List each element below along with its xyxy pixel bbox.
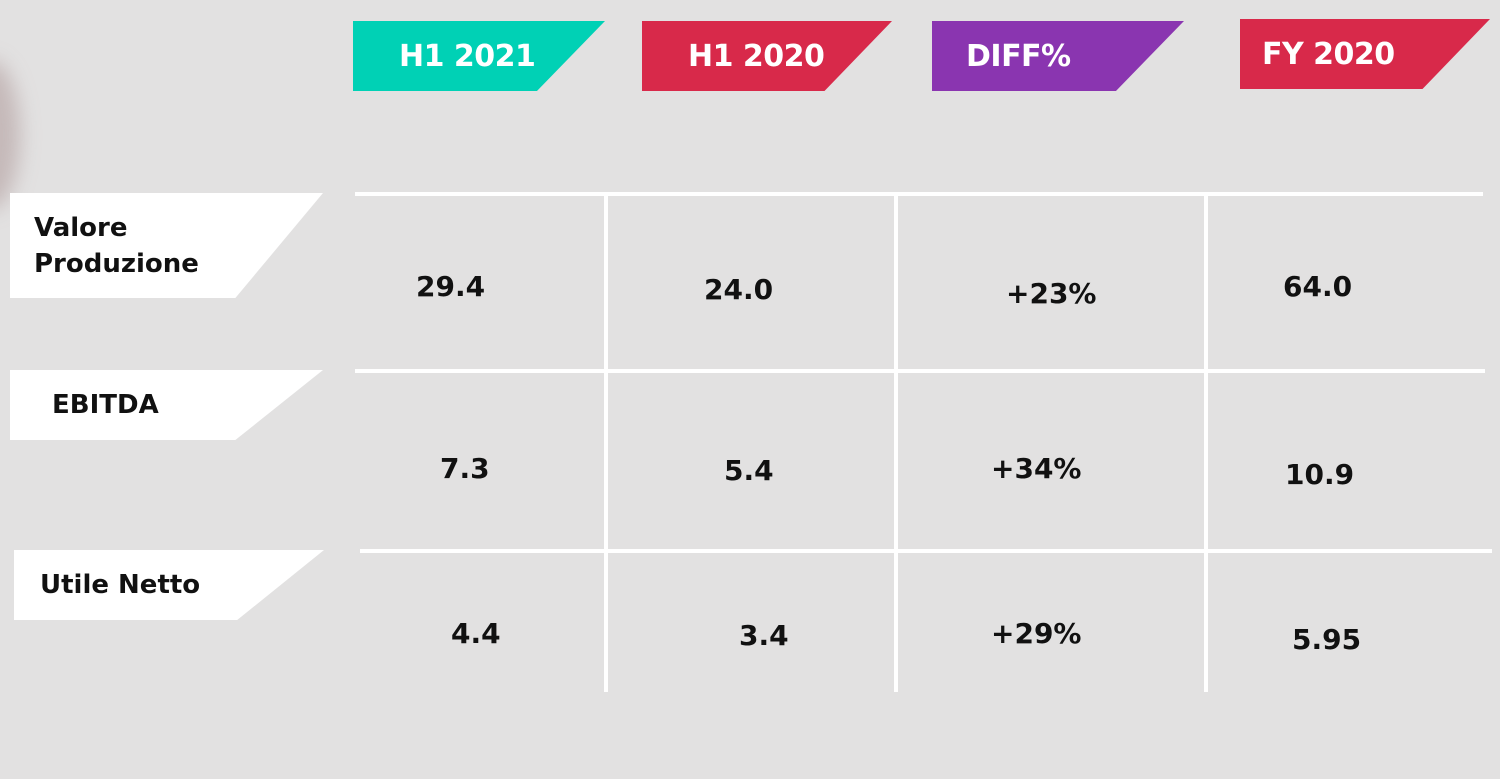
cell-valore-produzione-fy-2020: 64.0 (1283, 270, 1353, 303)
row-header-valore-produzione: Valore Produzione (10, 193, 323, 298)
cell-valore-produzione-h1-2020: 24.0 (704, 273, 774, 306)
cell-ebitda-h1-2020: 5.4 (724, 454, 774, 487)
cell-utile-netto-h1-2021: 4.4 (451, 617, 501, 650)
grid-line-middle (355, 369, 1485, 373)
column-header-diff: DIFF% (932, 21, 1184, 91)
cell-ebitda-h1-2021: 7.3 (440, 452, 490, 485)
cell-utile-netto-fy-2020: 5.95 (1292, 623, 1362, 656)
column-header-h1-2021: H1 2021 (353, 21, 605, 91)
column-header-h1-2020: H1 2020 (642, 21, 892, 91)
row-header-ebitda: EBITDA (10, 370, 323, 440)
grid-line-top (355, 192, 1483, 196)
background-decoration (0, 60, 20, 210)
cell-ebitda-fy-2020: 10.9 (1285, 458, 1355, 491)
cell-ebitda-diff: +34% (991, 452, 1082, 485)
grid-line-col-1 (604, 196, 608, 692)
cell-valore-produzione-h1-2021: 29.4 (416, 270, 486, 303)
column-header-fy-2020: FY 2020 (1240, 19, 1490, 89)
cell-utile-netto-diff: +29% (991, 617, 1082, 650)
cell-utile-netto-h1-2020: 3.4 (739, 619, 789, 652)
cell-valore-produzione-diff: +23% (1006, 277, 1097, 310)
grid-line-bottom (360, 549, 1492, 553)
row-header-utile-netto: Utile Netto (14, 550, 324, 620)
grid-line-col-3 (1204, 196, 1208, 692)
grid-line-col-2 (894, 196, 898, 692)
